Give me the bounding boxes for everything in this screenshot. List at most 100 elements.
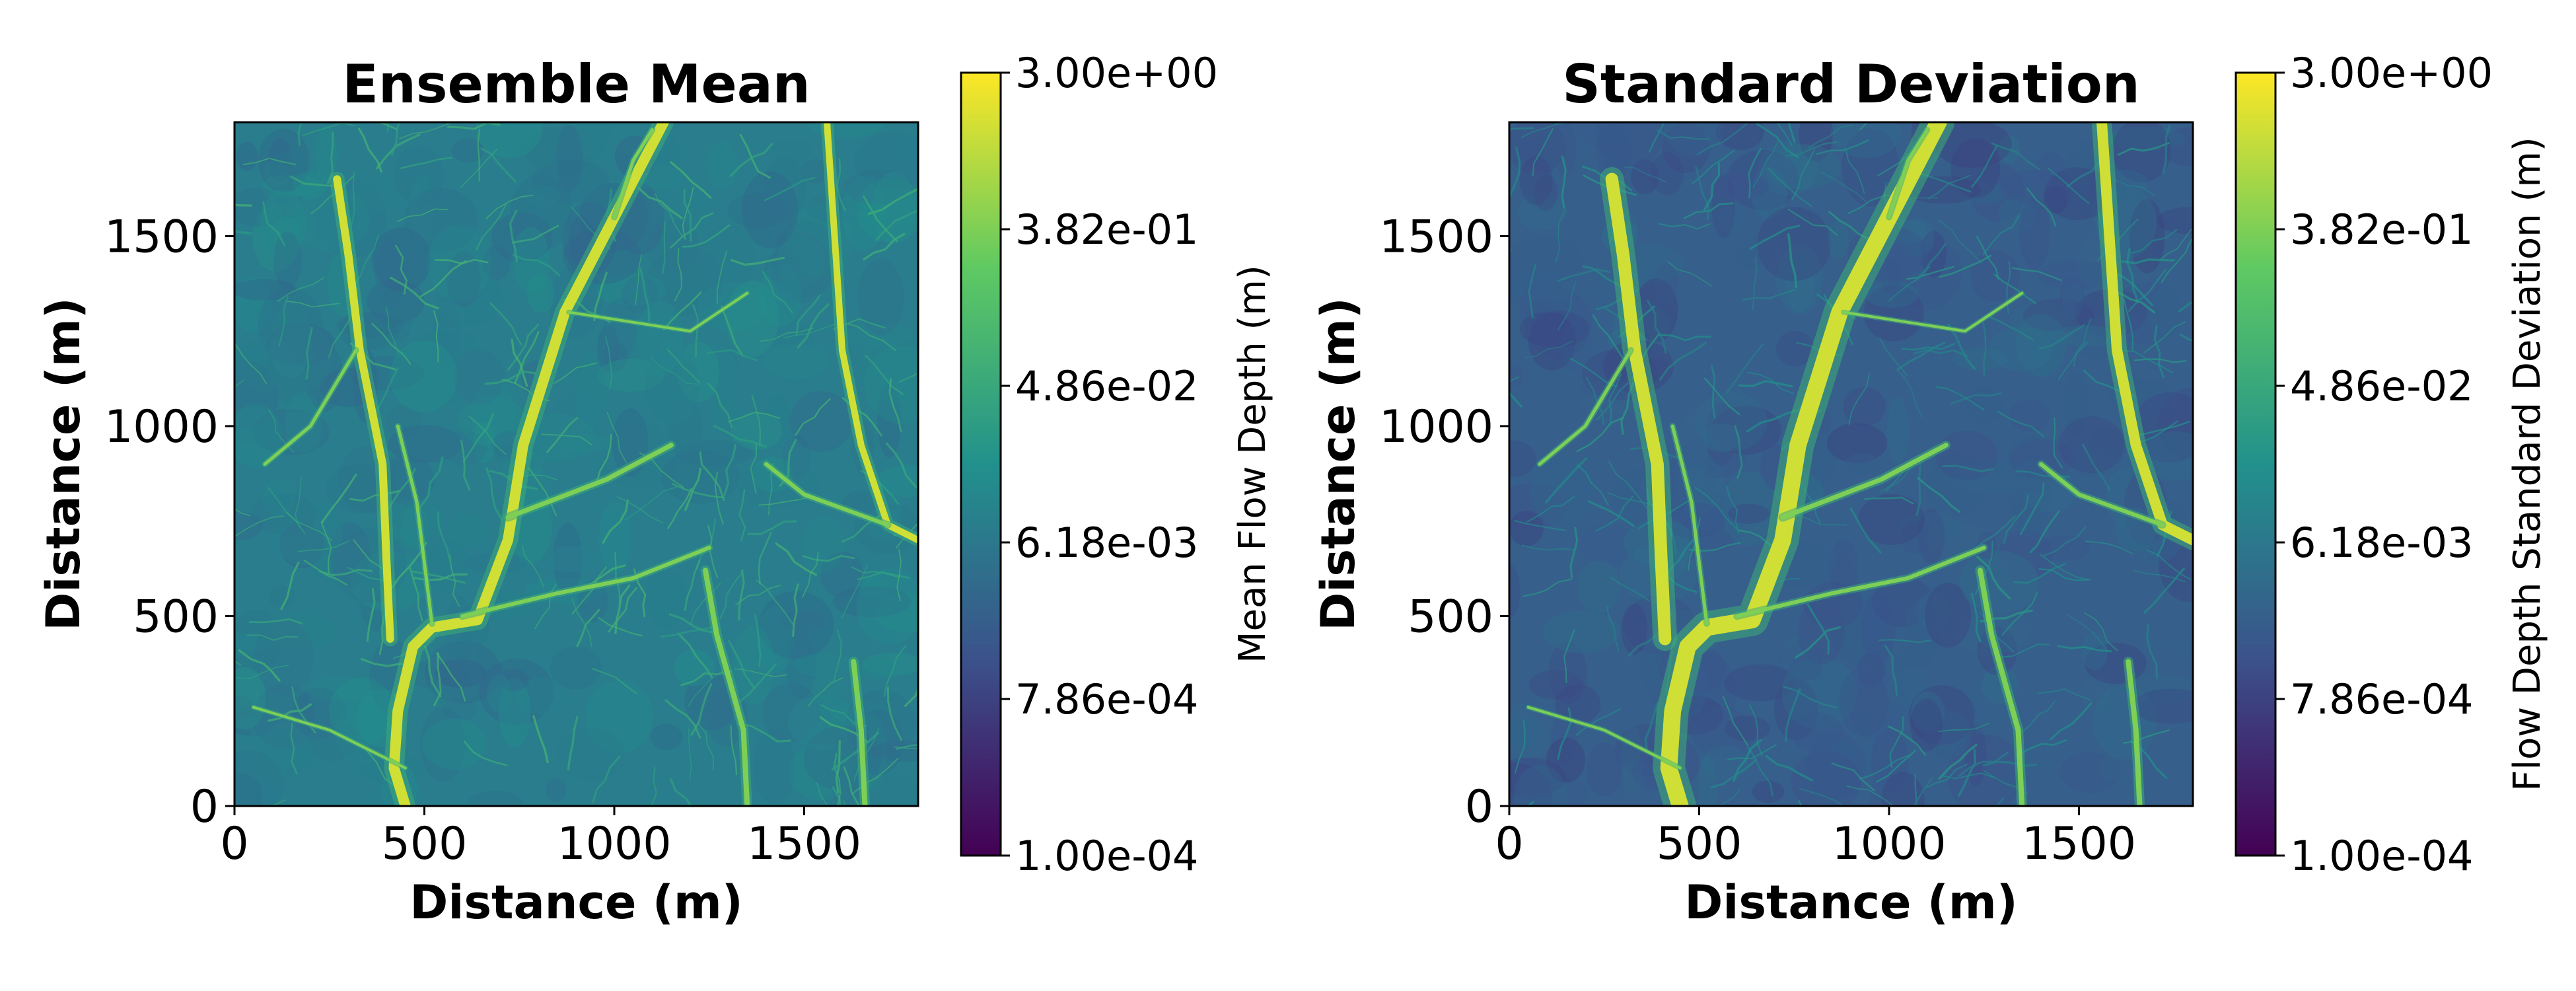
heatmap-texture [1935,431,1998,480]
heatmap-rill [385,307,399,354]
heatmap-texture [2059,276,2084,317]
heatmap-texture [1886,669,1931,708]
heatmap-rill [606,412,627,464]
heatmap-rill [366,587,376,642]
heatmap-rill [1606,605,1620,652]
heatmap-rill [436,652,466,702]
heatmap-rill [1703,162,1721,211]
heatmap-texture [279,523,324,568]
heatmap-rill [318,568,373,577]
heatmap-rill [400,157,452,169]
heatmap-texture [2061,281,2084,318]
heatmap-texture [1651,152,1684,196]
heatmap-rill [1563,630,1575,683]
heatmap-texture [531,159,609,203]
heatmap-rill [297,122,303,147]
heatmap-rill [735,584,781,606]
heatmap-rill [277,277,324,302]
heatmap-rill [2161,239,2192,283]
heatmap-texture [650,723,682,751]
heatmap-texture [575,122,611,159]
channel-line [1978,568,2025,806]
heatmap-texture [1560,323,1592,373]
heatmap-rill [576,608,600,647]
heatmap-rill [476,203,507,250]
heatmap-texture [234,511,264,540]
heatmap-texture [1989,326,2053,371]
heatmap-rill [2145,624,2159,679]
heatmap-rill [433,310,439,363]
heatmap-texture [841,175,888,251]
heatmap-texture [1764,144,1842,190]
heatmap-rill [1711,365,1716,420]
heatmap-rill [2029,510,2060,554]
heatmap-texture [1924,581,1961,634]
heatmap-rill [1831,762,1875,791]
heatmap-texture [1589,761,1656,789]
heatmap-rill [1859,754,1910,780]
heatmap-texture [2009,399,2050,432]
heatmap-texture [558,433,611,454]
heatmap-texture [598,501,631,575]
heatmap-texture [2147,634,2193,656]
heatmap-rill [396,208,448,223]
heatmap-rill [1509,127,1535,130]
heatmap-rill [1521,122,1568,138]
heatmap-texture [820,552,864,597]
heatmap-rill [512,254,561,277]
heatmap-rill [2042,526,2087,557]
heatmap-texture [1710,171,1769,200]
heatmap-rill [433,652,442,706]
heatmap-rill [268,703,312,722]
heatmap-texture [857,657,896,680]
heatmap-texture [732,626,775,705]
heatmap-rill [1725,485,1740,534]
heatmap-texture [453,349,505,405]
heatmap-rill [234,229,252,235]
heatmap-texture [1857,494,1925,546]
heatmap-rill [1787,122,1796,143]
heatmap-texture [1871,576,1934,628]
heatmap-texture [1805,733,1867,799]
heatmap-texture [553,523,583,594]
heatmap-rill [1970,593,1982,643]
channel-line [851,659,868,806]
heatmap-rill [528,468,557,517]
heatmap-rill [592,668,637,694]
heatmap-texture [1555,684,1601,724]
heatmap-rill [1765,754,1814,782]
heatmap-rill [1991,142,2041,170]
heatmap-texture [1999,195,2036,233]
left-x-axis-label: Distance (m) [410,875,743,930]
heatmap-texture [1517,192,1567,231]
heatmap-rill [707,349,758,361]
heatmap-texture [1923,521,1988,557]
heatmap-texture [2009,439,2075,480]
heatmap-rill [1787,208,1838,236]
heatmap-texture [254,618,314,695]
heatmap-texture [1519,311,1590,348]
heatmap-texture [1513,235,1583,286]
heatmap-rill [690,582,721,626]
heatmap-texture [753,729,795,805]
heatmap-texture [422,718,485,770]
heatmap-rill [833,752,841,806]
heatmap-rill [248,618,303,624]
heatmap-texture [263,614,339,651]
heatmap-rill [511,338,528,387]
left-colorbar [960,71,1002,857]
right-colorbar-label: Flow Depth Standard Deviation (m) [2506,137,2549,791]
heatmap-texture [864,774,918,806]
heatmap-texture [1789,655,1822,681]
heatmap-rill [2053,417,2063,469]
heatmap-texture [1543,610,1620,653]
heatmap-rill [449,554,460,607]
heatmap-texture [2160,127,2193,166]
heatmap-rill [604,336,613,391]
heatmap-texture [2071,324,2118,359]
heatmap-rill [2003,494,2030,544]
heatmap-texture [1779,637,1818,679]
heatmap-rill [1846,786,1895,806]
heatmap-rill [1569,527,1579,579]
heatmap-rill [1888,725,1927,756]
